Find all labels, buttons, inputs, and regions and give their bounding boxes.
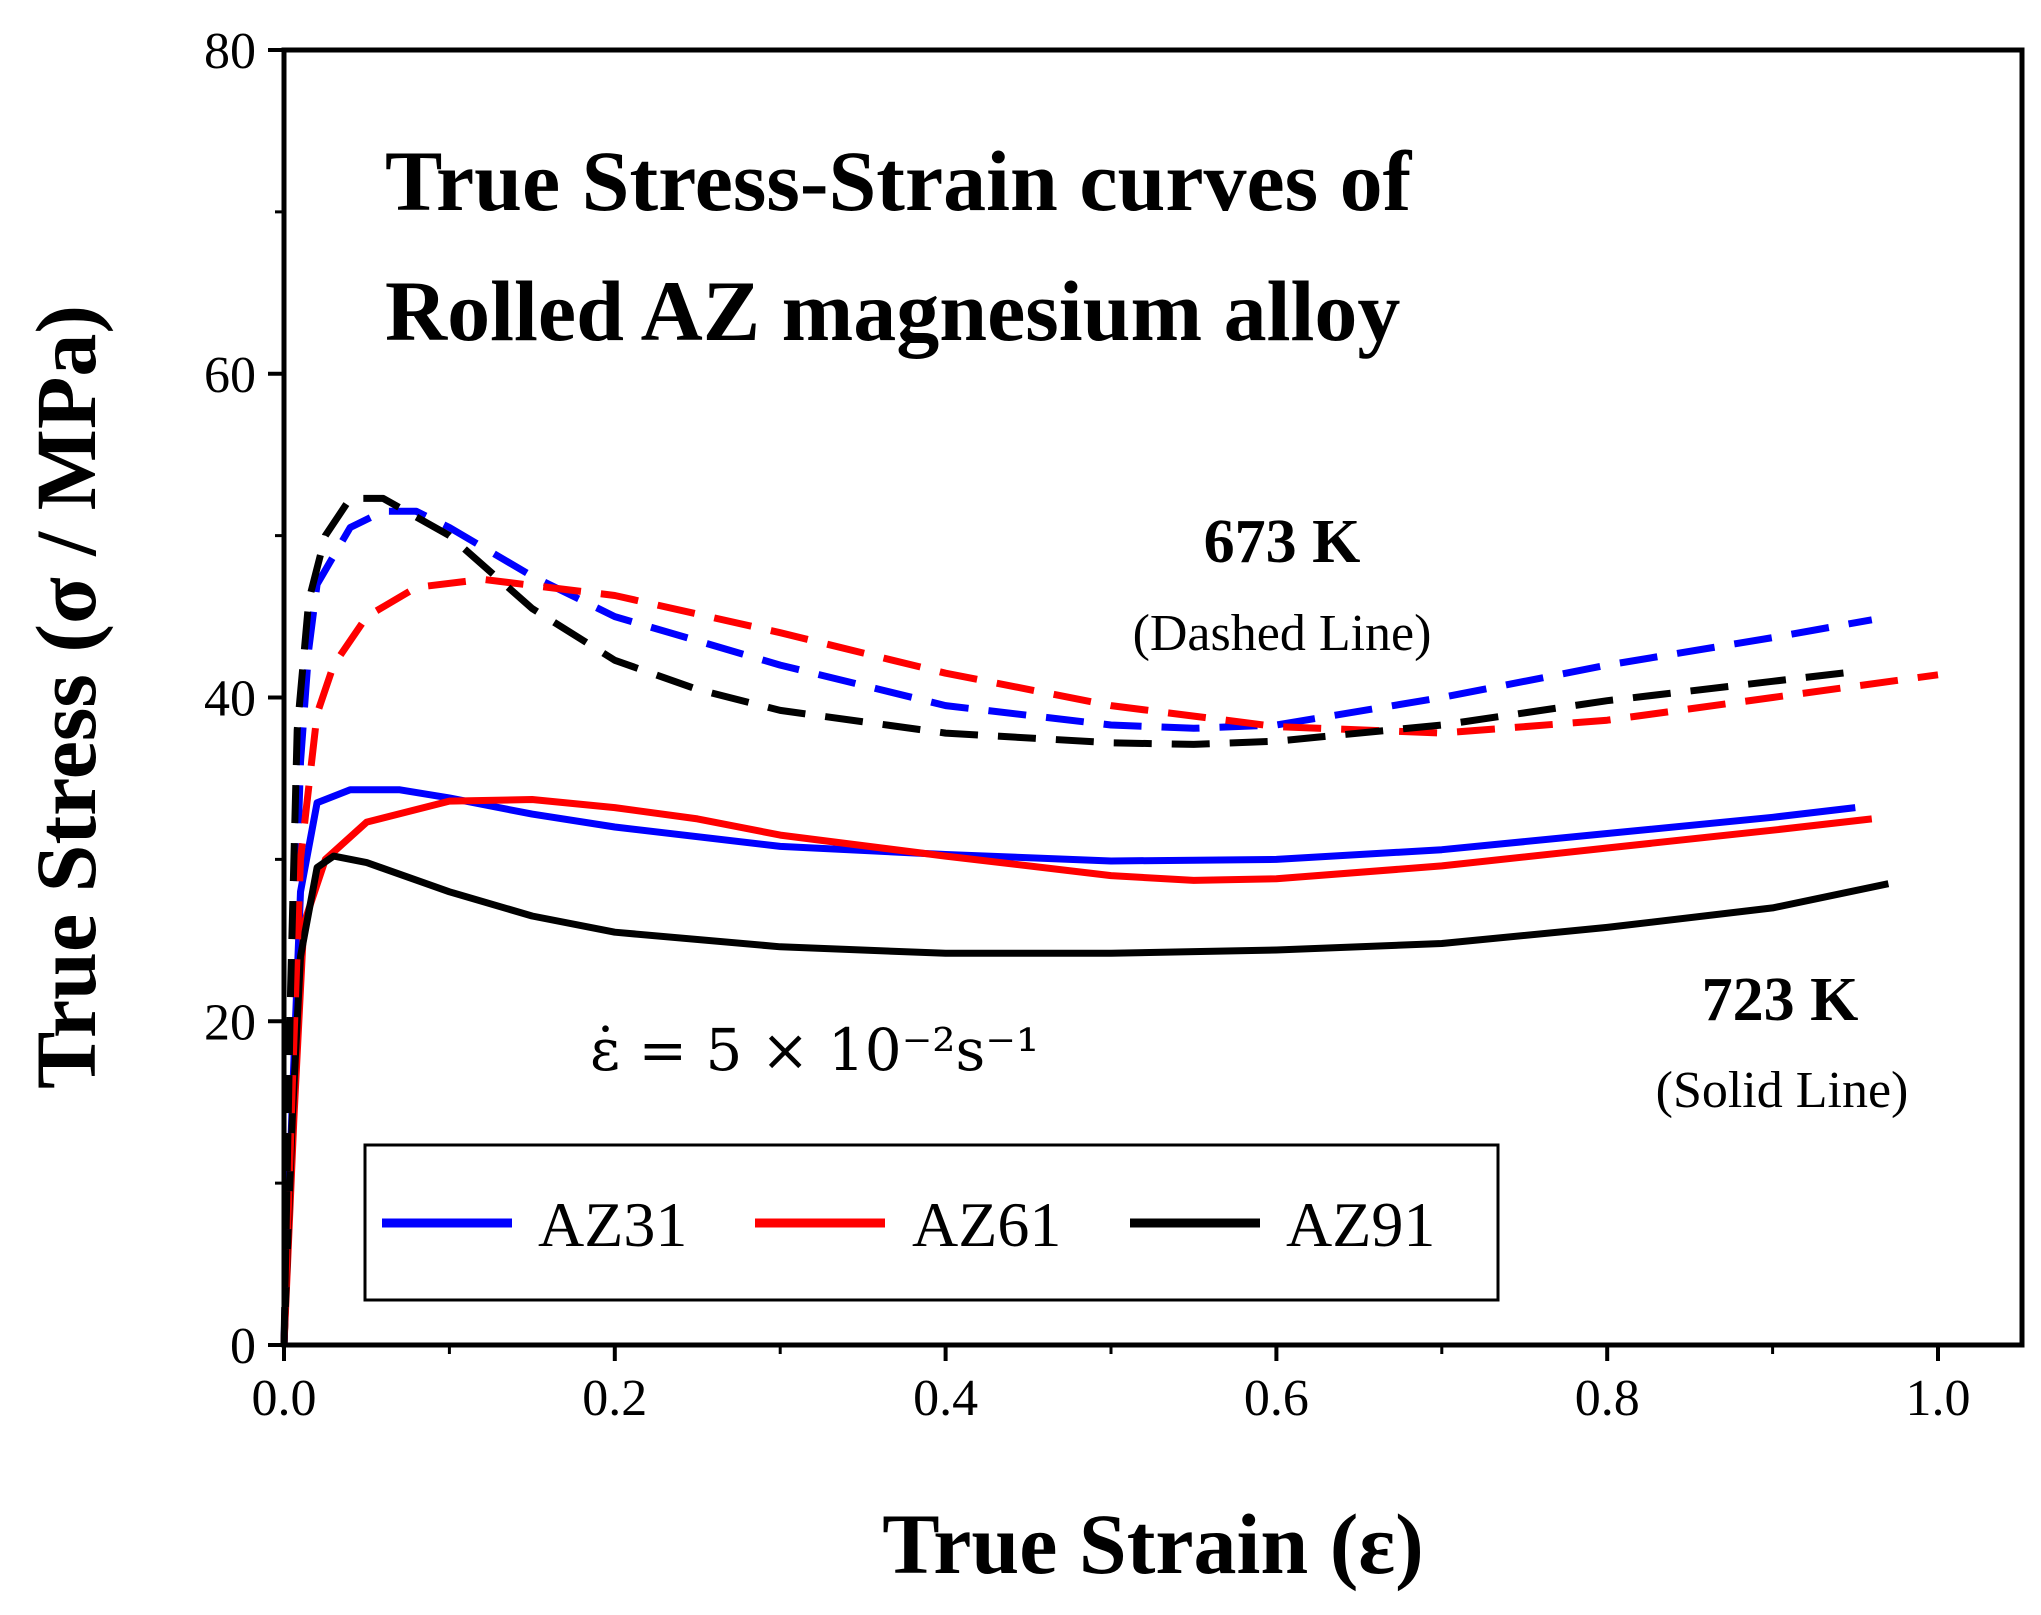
legend: AZ31 AZ61 AZ91 — [363, 1143, 1500, 1302]
solid-line-note: (Solid Line) — [1656, 1062, 1909, 1119]
chart-title-line-1: True Stress-Strain curves of — [385, 133, 1413, 229]
series-az61-673k — [280, 575, 1939, 1346]
x-tick-label: 0.8 — [1575, 1370, 1640, 1427]
x-tick-label: 1.0 — [1906, 1370, 1971, 1427]
x-tick-label: 0.0 — [252, 1370, 317, 1427]
y-tick-label: 40 — [204, 671, 256, 728]
series-az31-673k — [280, 507, 1873, 1346]
x-tick-label: 0.6 — [1244, 1370, 1309, 1427]
y-tick-label: 20 — [204, 994, 256, 1051]
temperature-723-label: 723 K — [1702, 966, 1859, 1034]
legend-box — [363, 1143, 1500, 1302]
series-az31-723k — [280, 786, 1856, 1346]
y-axis-title: True Stress (σ / MPa) — [18, 305, 114, 1089]
series-layer — [280, 494, 1939, 1346]
legend-label-az91: AZ91 — [1286, 1189, 1435, 1260]
series-az91-673k — [280, 494, 1856, 1346]
x-tick-label: 0.4 — [913, 1370, 978, 1427]
x-tick-label: 0.2 — [582, 1370, 647, 1427]
dashed-line-note: (Dashed Line) — [1133, 605, 1432, 662]
series-az91-723k — [280, 852, 1890, 1346]
legend-label-az31: AZ31 — [538, 1189, 687, 1260]
y-tick-label: 60 — [204, 347, 256, 404]
legend-label-az61: AZ61 — [912, 1189, 1061, 1260]
temperature-673-label: 673 K — [1204, 508, 1361, 576]
chart-title-line-2: Rolled AZ magnesium alloy — [385, 263, 1400, 359]
y-tick-label: 0 — [230, 1318, 256, 1375]
strain-rate-label: ε̇ = 5 × 10⁻²s⁻¹ — [590, 1016, 1039, 1084]
series-az61-723k — [280, 796, 1873, 1346]
tick-layer: 0.0 0.2 0.4 0.6 0.8 1.0 0 20 40 60 80 — [204, 23, 1971, 1427]
y-tick-label: 80 — [204, 23, 256, 80]
x-axis-title: True Strain (ε) — [882, 1496, 1424, 1592]
